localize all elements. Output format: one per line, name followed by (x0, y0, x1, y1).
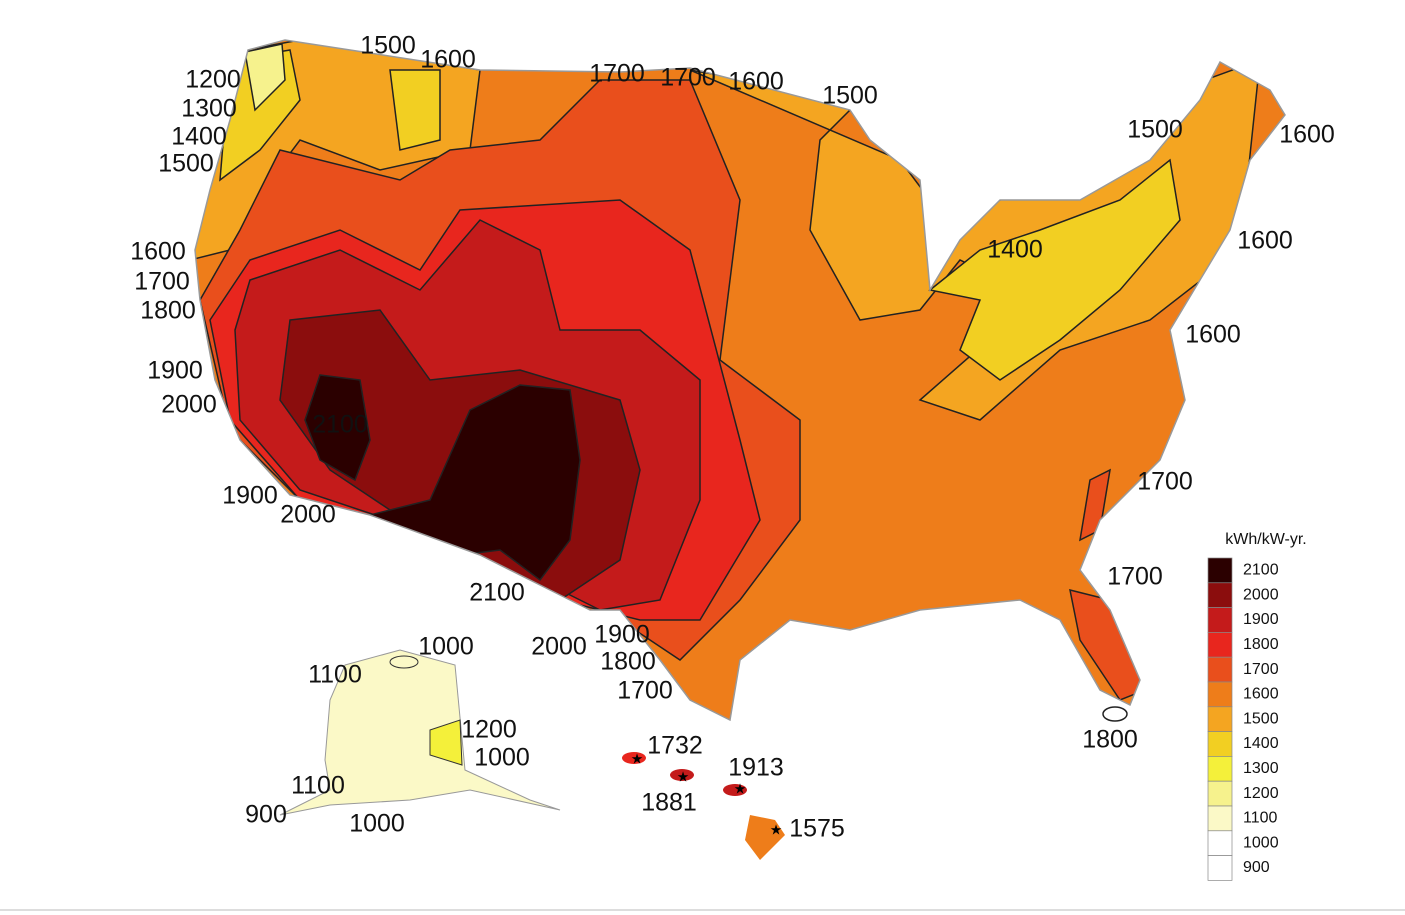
contour-label: 1500 (822, 82, 878, 110)
contour-label: 1400 (171, 123, 227, 151)
alaska-region (389, 655, 419, 669)
contour-region (304, 374, 371, 482)
legend-swatch (1207, 706, 1233, 732)
site-label: 1881 (641, 789, 697, 817)
legend-swatch (1207, 557, 1233, 584)
contour-label: 2100 (312, 411, 368, 439)
hawaii-island (723, 784, 747, 796)
legend-label: 1800 (1243, 636, 1279, 653)
hawaii-island (622, 752, 646, 764)
contour-label: 900 (245, 801, 287, 829)
contour-region (389, 69, 441, 151)
contour-label: 1500 (158, 150, 214, 178)
contour-label: 1900 (594, 621, 650, 649)
contour-label: 1300 (181, 95, 237, 123)
site-star: ★ (677, 769, 690, 785)
contour-label: 1600 (1185, 321, 1241, 349)
site-star: ★ (734, 781, 747, 797)
contour-label: 2000 (280, 501, 336, 529)
hawaii-big-island (745, 815, 785, 860)
contour-label: 1700 (1137, 468, 1193, 496)
legend-swatch (1207, 656, 1233, 683)
legend-swatch (1207, 805, 1233, 832)
contour-label: 1700 (134, 268, 190, 296)
contour-label: 1700 (660, 64, 716, 92)
legend-label: 1900 (1243, 611, 1279, 628)
legend-swatch (1207, 582, 1233, 608)
legend-swatch (1207, 731, 1233, 757)
legend-label: 1500 (1243, 710, 1279, 727)
contour-label: 1200 (461, 716, 517, 744)
legend-swatch (1207, 780, 1233, 807)
contour-label: 1600 (1237, 227, 1293, 255)
contour-label: 1600 (1279, 121, 1335, 149)
hawaii-island (670, 769, 694, 781)
alaska (279, 649, 561, 816)
site-label: 1732 (647, 732, 703, 760)
legend-swatch (1207, 632, 1233, 658)
contour-label: 1100 (308, 661, 362, 689)
alaska-region (429, 719, 463, 766)
legend-label: 2000 (1243, 586, 1279, 603)
legend-label: 1000 (1243, 834, 1279, 851)
site-label: 1913 (728, 754, 784, 782)
contour-region (368, 384, 581, 582)
contour-label: 1500 (360, 32, 416, 60)
contour-label: 1700 (617, 677, 673, 705)
legend-title: kWh/kW-yr. (1225, 531, 1306, 548)
contour-label: 2100 (469, 579, 525, 607)
legend-label: 1300 (1243, 760, 1279, 777)
legend-label: 1100 (1243, 810, 1278, 827)
legend-label: 1400 (1243, 735, 1279, 752)
legend-swatch (1207, 681, 1233, 708)
legend-label: 1200 (1243, 785, 1279, 802)
contour-label: 1600 (728, 68, 784, 96)
contour-label: 1600 (420, 46, 476, 74)
contour-label: 2000 (531, 633, 587, 661)
legend-swatch (1207, 855, 1233, 881)
contour-label: 1700 (589, 60, 645, 88)
keys-contour (1102, 706, 1128, 722)
contour-label: 1000 (474, 744, 530, 772)
contour-label: 1200 (185, 66, 241, 94)
contour-region (928, 158, 1181, 381)
contour-label: 1800 (600, 648, 656, 676)
site-star: ★ (631, 751, 644, 767)
contour-region (244, 43, 286, 112)
legend-label: 2100 (1243, 562, 1279, 579)
contour-label: 1500 (1127, 116, 1183, 144)
contour-label: 1800 (1082, 726, 1138, 754)
contour-label: 1900 (147, 357, 203, 385)
legend-swatch (1207, 607, 1233, 633)
site-label: 1575 (789, 815, 845, 843)
legend-label: 900 (1243, 859, 1270, 876)
contour-label: 2000 (161, 391, 217, 419)
legend-label: 1600 (1243, 686, 1279, 703)
legend-label: 1700 (1243, 661, 1279, 678)
legend-swatch (1207, 830, 1233, 856)
legend-swatch (1207, 756, 1233, 782)
contour-label: 1600 (130, 238, 186, 266)
contour-label: 1800 (140, 297, 196, 325)
contour-label: 1000 (349, 810, 405, 838)
contour-label: 1400 (987, 236, 1043, 264)
contour-label: 1700 (1107, 563, 1163, 591)
site-star: ★ (770, 822, 783, 838)
contour-label: 1000 (418, 633, 474, 661)
contour-label: 1900 (222, 482, 278, 510)
contour-label: 1100 (291, 772, 345, 800)
